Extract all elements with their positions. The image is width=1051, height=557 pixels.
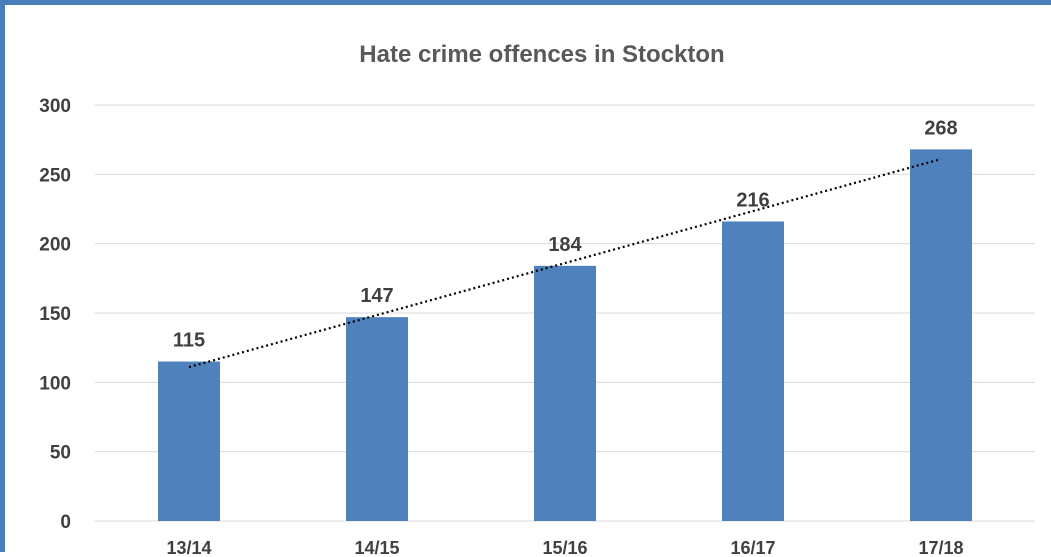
data-label: 268 <box>924 117 957 139</box>
bar-14-15 <box>346 317 408 521</box>
y-tick-label: 100 <box>39 373 71 394</box>
chart-title: Hate crime offences in Stockton <box>359 41 724 68</box>
x-tick-label: 15/16 <box>542 538 587 557</box>
y-tick-label: 200 <box>39 235 71 256</box>
bars <box>158 149 972 522</box>
data-label: 216 <box>736 189 769 211</box>
x-tick-label: 13/14 <box>166 538 211 557</box>
y-tick-label: 0 <box>60 512 71 533</box>
chart-canvas: Hate crime offences in Stockton 0 50 100 15… <box>39 41 1035 557</box>
bar-17-18 <box>910 149 972 521</box>
data-labels: 115 147 184 216 268 <box>173 117 958 351</box>
bar-15-16 <box>534 265 596 521</box>
bar-16-17 <box>722 221 784 522</box>
y-tick-label: 150 <box>39 304 71 325</box>
y-axis-ticks: 0 50 100 150 200 250 300 <box>39 96 71 533</box>
y-tick-label: 300 <box>39 96 71 117</box>
data-label: 184 <box>548 234 582 256</box>
data-label: 147 <box>360 285 393 307</box>
trendline <box>188 158 942 369</box>
x-tick-label: 17/18 <box>918 538 963 557</box>
y-tick-label: 250 <box>39 165 71 186</box>
y-tick-label: 50 <box>50 443 71 464</box>
bar-13-14 <box>158 361 220 521</box>
x-axis-ticks: 13/14 14/15 15/16 16/17 17/18 <box>166 538 963 557</box>
trendline-group <box>188 158 942 369</box>
x-tick-label: 14/15 <box>354 538 399 557</box>
x-tick-label: 16/17 <box>730 538 775 557</box>
data-label: 115 <box>173 330 205 352</box>
